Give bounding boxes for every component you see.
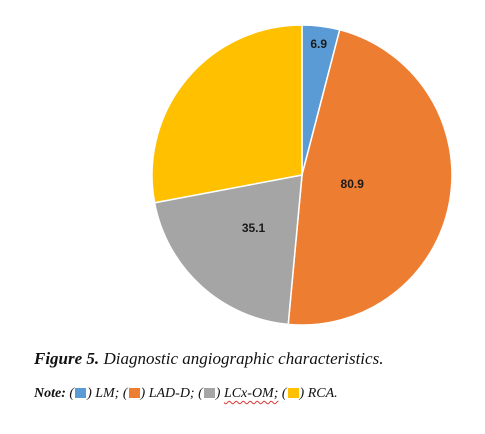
legend-note: Note: () LM; () LAD-D; () LCx-OM; () RCA… (34, 386, 338, 401)
legend-item-lcx-om: LCx-OM; (223, 386, 279, 401)
pie-chart: 6.9 80.9 35.1 (151, 24, 453, 326)
legend-item-rca: RCA. (307, 386, 338, 401)
figure-caption: Figure 5. Diagnostic angiographic charac… (34, 349, 474, 369)
pie-value-label-lad-d: 80.9 (341, 177, 365, 191)
pie-value-label-lm: 6.9 (310, 37, 327, 51)
pie-slice-lcx-om (153, 174, 303, 326)
legend-swatch-rca (287, 388, 299, 398)
legend-item-lm: LM; (95, 386, 120, 401)
figure-caption-text: Diagnostic angiographic characteristics. (103, 349, 384, 368)
pie-slices (151, 24, 453, 326)
legend-swatch-lm (75, 388, 87, 398)
pie-slice-rca (151, 24, 303, 204)
pie-slice-lad-d (287, 28, 453, 326)
note-label: Note: (34, 386, 66, 401)
pie-value-label-lcx-om: 35.1 (242, 221, 266, 235)
figure-label: Figure 5. (34, 349, 100, 368)
legend-swatch-lad-d (128, 388, 140, 398)
legend-swatch-lcx-om (203, 388, 215, 398)
legend-item-lad-d: LAD-D; (148, 386, 195, 401)
pie-value-labels: 6.9 80.9 35.1 (242, 37, 364, 235)
